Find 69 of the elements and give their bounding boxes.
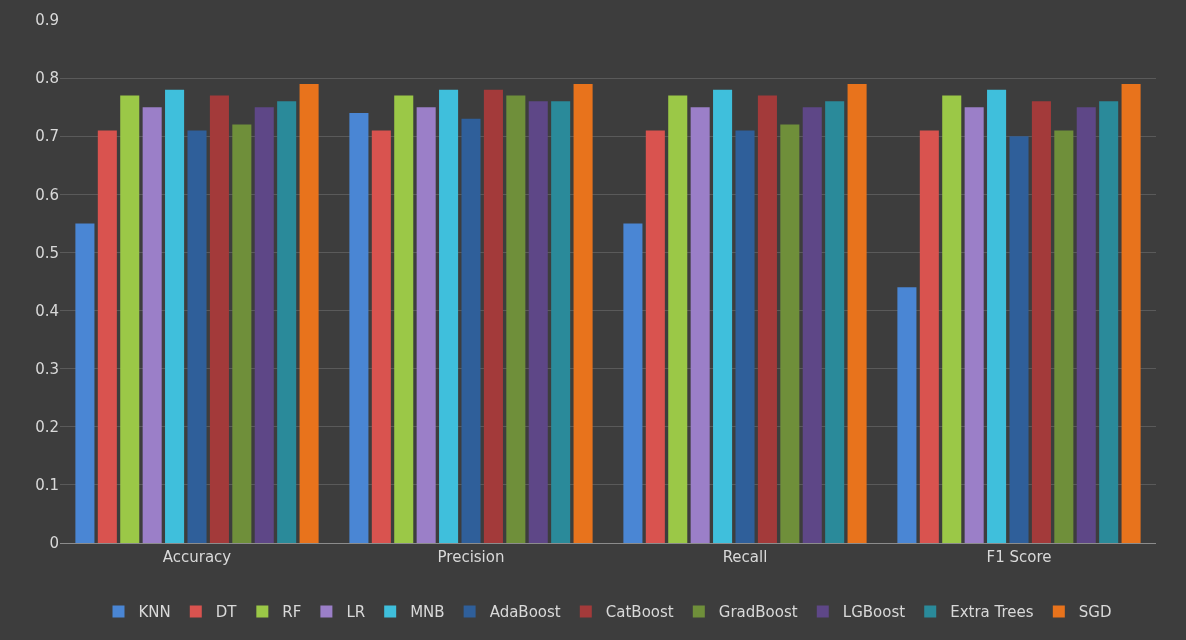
bar <box>1121 83 1141 543</box>
bar <box>209 95 229 543</box>
y-tick-label: 0.5 <box>35 243 59 262</box>
bar <box>506 95 526 543</box>
y-tick-label: 0.7 <box>35 127 59 146</box>
bar <box>120 95 140 543</box>
bar <box>942 95 962 543</box>
x-tick-label: Recall <box>722 548 768 566</box>
legend-label: LGBoost <box>842 603 906 622</box>
legend-label: DT <box>215 603 238 622</box>
bar <box>277 101 297 543</box>
bar <box>254 107 274 543</box>
bar <box>987 89 1007 543</box>
bar <box>847 83 867 543</box>
bar <box>461 118 481 543</box>
bar <box>964 107 984 543</box>
bar <box>371 130 391 543</box>
legend-label: MNB <box>410 603 445 622</box>
y-tick-label: 0.2 <box>35 418 59 437</box>
y-tick-label: 0.6 <box>35 185 59 204</box>
bar <box>690 107 710 543</box>
bar <box>825 101 845 543</box>
bar <box>623 223 643 543</box>
bar <box>1009 136 1029 543</box>
bar <box>1054 130 1074 543</box>
bar <box>645 130 665 543</box>
legend-label: LR <box>346 603 366 622</box>
bar <box>528 101 548 543</box>
bar <box>416 107 436 543</box>
bar <box>75 223 95 543</box>
legend-label: Extra Trees <box>950 603 1034 622</box>
y-tick-label: 0.1 <box>35 476 59 495</box>
bar <box>1099 101 1119 543</box>
bar <box>97 130 117 543</box>
legend-label: CatBoost <box>605 603 674 622</box>
x-tick-label: F1 Score <box>986 548 1052 566</box>
y-tick-label: 0.9 <box>35 11 59 30</box>
bar <box>1076 107 1096 543</box>
bar <box>299 83 319 543</box>
y-tick-label: 0 <box>49 534 59 553</box>
y-tick-label: 0.8 <box>35 69 59 88</box>
bar <box>394 95 414 543</box>
bar <box>187 130 207 543</box>
bar <box>349 112 369 543</box>
y-tick-label: 0.3 <box>35 359 59 378</box>
bar <box>713 89 733 543</box>
x-tick-label: Precision <box>437 548 505 566</box>
legend-label: SGD <box>1078 603 1112 622</box>
legend-label: GradBoost <box>718 603 798 622</box>
bar <box>551 101 571 543</box>
bar <box>668 95 688 543</box>
bar <box>483 89 503 543</box>
bar <box>757 95 777 543</box>
y-tick-label: 0.4 <box>35 301 59 320</box>
bar <box>573 83 593 543</box>
bar <box>165 89 185 543</box>
bar <box>919 130 939 543</box>
bar <box>142 107 162 543</box>
legend-label: RF <box>282 603 302 622</box>
bar <box>780 124 800 543</box>
bar <box>802 107 822 543</box>
bar <box>232 124 252 543</box>
bar <box>735 130 755 543</box>
bar <box>439 89 459 543</box>
legend-label: KNN <box>138 603 171 622</box>
bar <box>1031 101 1051 543</box>
x-tick-label: Accuracy <box>162 548 232 566</box>
bar <box>897 287 917 543</box>
legend-label: AdaBoost <box>489 603 561 622</box>
